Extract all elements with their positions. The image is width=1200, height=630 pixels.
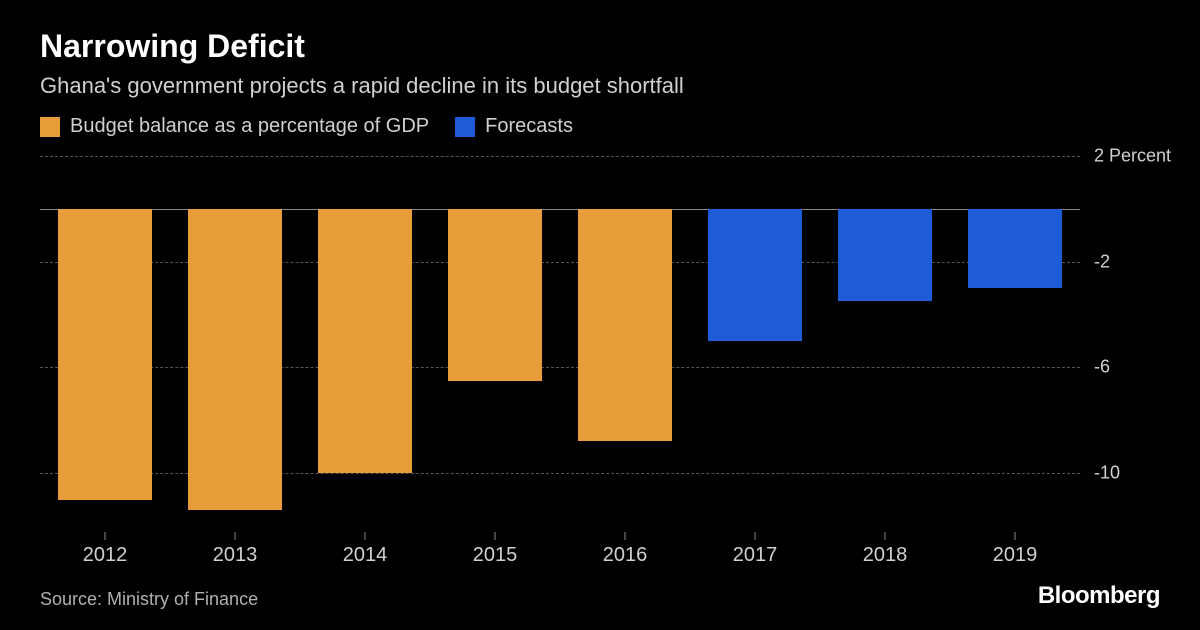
bar-slot <box>40 156 170 526</box>
chart-subtitle: Ghana's government projects a rapid decl… <box>40 73 1160 99</box>
bar-slot <box>300 156 430 526</box>
legend-label: Forecasts <box>485 115 573 138</box>
bar <box>578 209 672 442</box>
bar <box>838 209 932 302</box>
x-tick-label: 2015 <box>430 532 560 567</box>
bar-slot <box>170 156 300 526</box>
x-tick: 2012 <box>40 532 170 567</box>
x-tick-label: 2018 <box>820 532 950 567</box>
bars-row <box>40 156 1080 526</box>
legend-swatch-icon <box>40 117 60 137</box>
legend-swatch-icon <box>455 117 475 137</box>
bar <box>708 209 802 341</box>
x-tick: 2015 <box>430 532 560 567</box>
chart-plot-area: 2 Percent-2-6-10 <box>40 156 1080 526</box>
legend: Budget balance as a percentage of GDP Fo… <box>40 115 1160 138</box>
legend-label: Budget balance as a percentage of GDP <box>70 115 429 138</box>
bar-slot <box>690 156 820 526</box>
bar <box>188 209 282 510</box>
y-tick-label: -6 <box>1094 357 1110 378</box>
x-axis: 20122013201420152016201720182019 <box>40 532 1080 567</box>
y-tick-label: 2 Percent <box>1094 146 1171 167</box>
x-tick: 2018 <box>820 532 950 567</box>
source-text: Source: Ministry of Finance <box>40 589 258 610</box>
x-tick-label: 2019 <box>950 532 1080 567</box>
x-tick: 2014 <box>300 532 430 567</box>
bar <box>318 209 412 473</box>
x-tick: 2017 <box>690 532 820 567</box>
x-tick-label: 2014 <box>300 532 430 567</box>
bar <box>448 209 542 381</box>
bar-slot <box>820 156 950 526</box>
x-tick-label: 2016 <box>560 532 690 567</box>
x-tick: 2019 <box>950 532 1080 567</box>
legend-item: Budget balance as a percentage of GDP <box>40 115 429 138</box>
y-tick-label: -2 <box>1094 251 1110 272</box>
bar <box>58 209 152 500</box>
chart-footer: Source: Ministry of Finance Bloomberg <box>40 582 1160 610</box>
x-tick-label: 2012 <box>40 532 170 567</box>
bar-slot <box>560 156 690 526</box>
bar-slot <box>430 156 560 526</box>
legend-item: Forecasts <box>455 115 573 138</box>
bar <box>968 209 1062 288</box>
x-tick: 2013 <box>170 532 300 567</box>
x-tick: 2016 <box>560 532 690 567</box>
x-tick-label: 2013 <box>170 532 300 567</box>
chart-title: Narrowing Deficit <box>40 28 1160 65</box>
brand-logo: Bloomberg <box>1038 582 1160 610</box>
y-tick-label: -10 <box>1094 463 1120 484</box>
bar-slot <box>950 156 1080 526</box>
chart-container: Narrowing Deficit Ghana's government pro… <box>0 0 1200 630</box>
x-tick-label: 2017 <box>690 532 820 567</box>
